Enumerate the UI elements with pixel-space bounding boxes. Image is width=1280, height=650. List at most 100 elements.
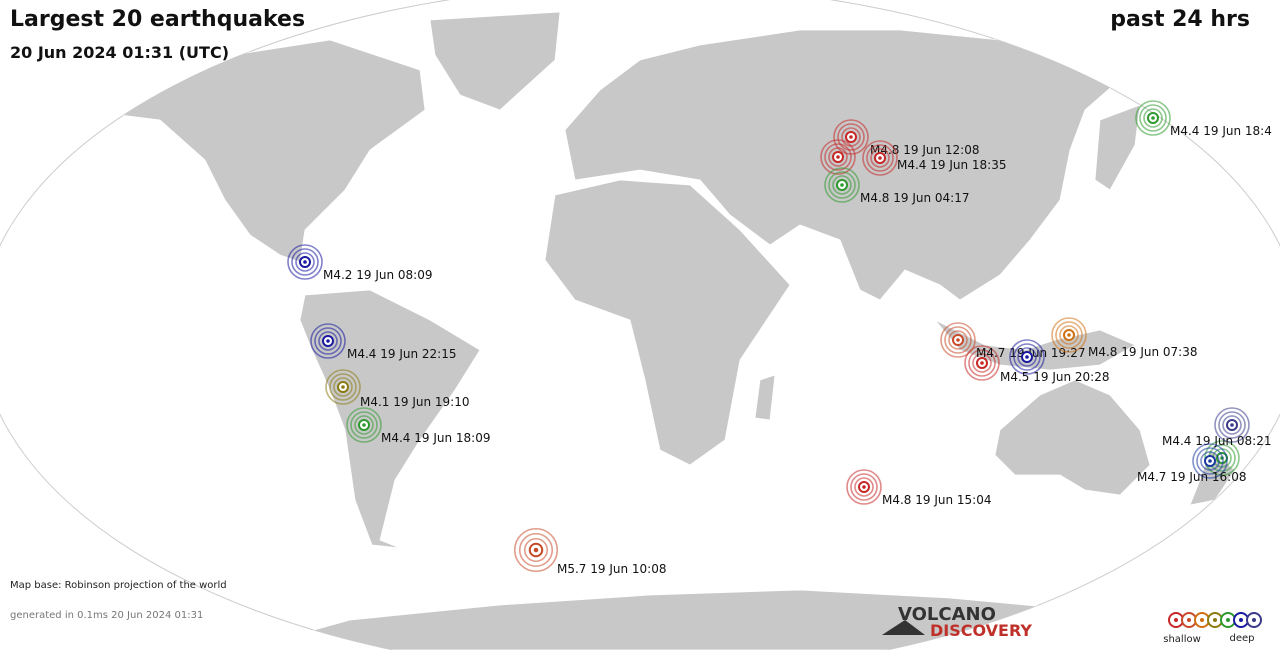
quake-ring — [291, 248, 319, 276]
quake-ring — [1055, 321, 1083, 349]
quake[interactable]: M4.4 19 Jun 18:09 — [346, 407, 490, 445]
quake-dot — [836, 155, 840, 159]
logo-line2: DISCOVERY — [930, 621, 1032, 640]
quake-label: M4.8 19 Jun 12:08 — [870, 143, 979, 157]
quake[interactable]: M4.4 19 Jun 22:15 — [310, 323, 456, 361]
quake-ring — [832, 175, 852, 195]
land — [109, 11, 1236, 650]
quake[interactable]: M4.8 19 Jun 15:04 — [846, 469, 991, 507]
quake-label: M4.8 19 Jun 15:04 — [882, 493, 991, 507]
quake[interactable]: M4.8 19 Jun 07:38 — [1051, 317, 1197, 359]
legend-dot — [1187, 618, 1191, 622]
quake-ring — [850, 473, 878, 501]
quake[interactable]: M4.4 19 Jun 18:4 — [1135, 100, 1272, 138]
quake-label: M4.4 19 Jun 18:4 — [1170, 124, 1272, 138]
quake-label: M4.4 19 Jun 18:09 — [381, 431, 490, 445]
quake-ring — [1218, 411, 1246, 439]
quake-dot — [878, 156, 882, 160]
quake-ring — [948, 330, 968, 350]
quake-ring — [1051, 317, 1087, 353]
quake-label: M5.7 19 Jun 10:08 — [557, 562, 666, 576]
quake-ring — [870, 148, 890, 168]
quake-ring — [314, 327, 342, 355]
quake-label: M4.2 19 Jun 08:09 — [323, 268, 432, 282]
quake[interactable]: M4.2 19 Jun 08:09 — [287, 244, 432, 282]
quake-ring — [513, 527, 559, 573]
quake-label: M4.7 19 Jun 16:08 — [1137, 470, 1246, 484]
quake-ring — [1192, 443, 1228, 479]
quake-ring — [837, 123, 865, 151]
quake-ring — [295, 252, 315, 272]
quake-ring — [350, 411, 378, 439]
quake-ring — [1059, 325, 1079, 345]
quake-dot — [840, 183, 844, 187]
quake-ring — [523, 537, 549, 563]
quake-dot — [1208, 459, 1212, 463]
quake-ring — [968, 349, 996, 377]
quake-ring — [1135, 100, 1171, 136]
map-base: Map base: Robinson projection of the wor… — [10, 580, 227, 591]
quake-dot — [849, 135, 853, 139]
quake-label: M4.4 19 Jun 08:21 — [1162, 434, 1271, 448]
quake-ring — [833, 119, 869, 155]
quake-ring — [1222, 415, 1242, 435]
quake[interactable]: M4.5 19 Jun 20:28 — [1000, 339, 1109, 384]
quake-ring — [1139, 104, 1167, 132]
quake-ring — [1143, 108, 1163, 128]
quake-ring — [1009, 339, 1045, 375]
quake-dot — [956, 338, 960, 342]
logo-line1: VOLCANO — [898, 604, 996, 625]
quake-ring — [318, 331, 338, 351]
quake-ring — [854, 477, 874, 497]
legend-dot — [1226, 618, 1230, 622]
quake-dot — [341, 385, 345, 389]
quake[interactable]: M4.7 19 Jun 16:08 — [1137, 443, 1246, 484]
quake-ring — [841, 127, 861, 147]
quake-ring — [940, 322, 976, 358]
quake-ring — [1214, 407, 1250, 443]
legend-shallow: shallow — [1163, 634, 1201, 645]
quake[interactable]: M4.8 19 Jun 04:17 — [824, 167, 969, 205]
logo[interactable]: VOLCANO DISCOVERY — [882, 604, 1032, 640]
generated: generated in 0.1ms 20 Jun 2024 01:31 — [10, 610, 203, 621]
quake-ring — [1013, 343, 1041, 371]
quake-ring — [333, 377, 353, 397]
legend-dot — [1174, 618, 1178, 622]
period: past 24 hrs — [1110, 7, 1250, 32]
quake-ring — [329, 373, 357, 401]
legend-dot — [1200, 618, 1204, 622]
legend-dot — [1213, 618, 1217, 622]
quake-dot — [326, 339, 330, 343]
quake-label: M4.5 19 Jun 20:28 — [1000, 370, 1109, 384]
quake-ring — [846, 469, 882, 505]
quake-dot — [1151, 116, 1155, 120]
quake-label: M4.1 19 Jun 19:10 — [360, 395, 469, 409]
quake-label: M4.4 19 Jun 22:15 — [347, 347, 456, 361]
quake-ring — [1196, 447, 1224, 475]
quake[interactable]: M4.1 19 Jun 19:10 — [325, 369, 469, 409]
quake-dot — [362, 423, 366, 427]
quake-ring — [944, 326, 972, 354]
quake-label: M4.8 19 Jun 04:17 — [860, 191, 969, 205]
quake[interactable]: M4.4 19 Jun 18:35 — [862, 140, 1006, 176]
legend-deep: deep — [1230, 633, 1255, 644]
quake-ring — [310, 323, 346, 359]
quake-dot — [1230, 423, 1234, 427]
quake-ring — [862, 140, 898, 176]
legend: shallow deep — [1163, 612, 1262, 645]
quake-ring — [325, 369, 361, 405]
quake-ring — [972, 353, 992, 373]
quake-label: M4.4 19 Jun 18:35 — [897, 158, 1006, 172]
quake-ring — [1017, 347, 1037, 367]
quake-dot — [303, 260, 307, 264]
quake-dot — [1025, 355, 1029, 359]
timestamp: 20 Jun 2024 01:31 (UTC) — [10, 43, 229, 62]
quake[interactable]: M4.8 19 Jun 12:08 — [833, 119, 979, 157]
quake[interactable]: M4.4 19 Jun 08:21 — [1162, 407, 1271, 448]
legend-dot — [1252, 618, 1256, 622]
quake[interactable]: M5.7 19 Jun 10:08 — [513, 527, 667, 576]
quake-ring — [866, 144, 894, 172]
quake-ring — [346, 407, 382, 443]
